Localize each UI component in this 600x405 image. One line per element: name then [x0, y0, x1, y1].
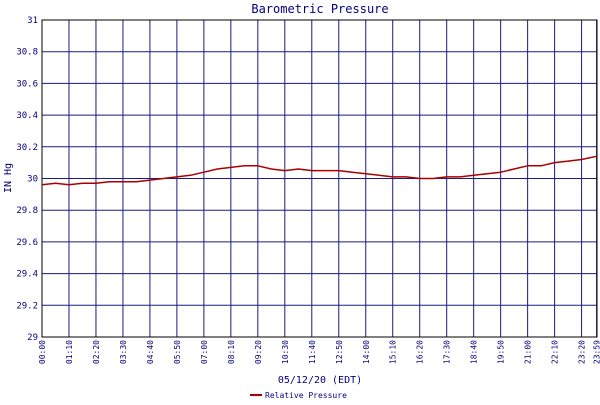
- y-tick-label: 29.4: [16, 270, 38, 280]
- y-tick-label: 29.8: [16, 206, 38, 216]
- y-tick-label: 29.6: [16, 238, 38, 248]
- x-tick-label: 23:59: [593, 340, 600, 364]
- y-tick-label: 30.8: [16, 48, 38, 58]
- x-tick-label: 09:20: [254, 340, 263, 364]
- plot-frame: [41, 19, 598, 338]
- y-tick-label: 30.6: [16, 79, 38, 89]
- x-tick-label: 15:10: [389, 340, 398, 364]
- x-tick-label: 08:10: [227, 340, 236, 364]
- x-tick-label: 18:40: [470, 340, 479, 364]
- x-tick-label: 11:40: [308, 340, 317, 364]
- x-tick-label: 23:20: [578, 340, 587, 364]
- x-tick-label: 21:00: [524, 340, 533, 364]
- y-tick-label: 30.2: [16, 143, 38, 153]
- y-tick-label: 31: [27, 16, 38, 26]
- x-tick-label: 22:10: [551, 340, 560, 364]
- x-tick-label: 01:10: [65, 340, 74, 364]
- legend-label-relative-pressure: Relative Pressure: [265, 391, 347, 400]
- x-tick-label: 10:30: [281, 340, 290, 364]
- series-line-relative-pressure: [41, 155, 597, 186]
- x-tick-label: 00:00: [38, 340, 47, 364]
- y-tick-label: 30.4: [16, 111, 38, 121]
- series-layer: [41, 155, 597, 186]
- x-tick-label: 16:20: [416, 340, 425, 364]
- y-tick-label: 29.2: [16, 301, 38, 311]
- x-tick-label: 04:40: [146, 340, 155, 364]
- x-tick-label: 12:50: [335, 340, 344, 364]
- x-tick-label: 17:30: [443, 340, 452, 364]
- legend: Relative Pressure: [250, 391, 347, 400]
- y-tick-labels: 31 30.8 30.6 30.4 30.2 30 29.8 29.6 29.4 29.2 29: [16, 16, 38, 343]
- x-tick-label: 05:50: [173, 340, 182, 364]
- x-tick-label: 14:00: [362, 340, 371, 364]
- chart-title: Barometric Pressure: [251, 2, 388, 16]
- x-axis-label: 05/12/20 (EDT): [278, 375, 362, 386]
- y-tick-label: 30: [27, 175, 38, 185]
- y-axis-label: IN Hg: [3, 163, 14, 193]
- x-tick-labels: 00:00 01:10 02:20 03:30 04:40 05:50 07:00 08:10…: [38, 340, 600, 364]
- x-tick-label: 02:20: [92, 340, 101, 364]
- x-tick-label: 07:00: [200, 340, 209, 364]
- y-tick-label: 29: [27, 333, 38, 343]
- x-tick-label: 19:50: [497, 340, 506, 364]
- x-tick-label: 03:30: [119, 340, 128, 364]
